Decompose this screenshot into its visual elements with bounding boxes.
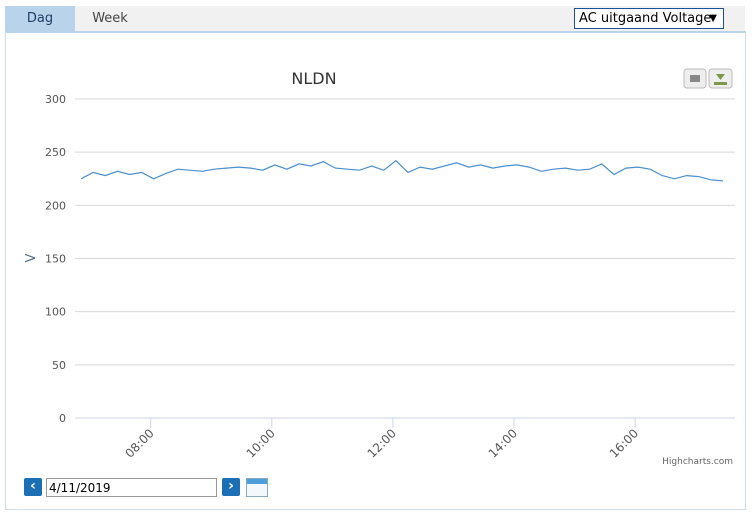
- calendar-button[interactable]: [246, 478, 268, 497]
- x-tick-label: 16:00: [607, 426, 641, 460]
- x-tick-label: 12:00: [365, 426, 399, 460]
- date-input[interactable]: 4/11/2019: [46, 478, 217, 497]
- next-button[interactable]: ›: [222, 478, 240, 496]
- y-tick-label: 200: [45, 199, 66, 212]
- y-tick-label: 50: [52, 359, 66, 372]
- chart-title: NLDN: [291, 69, 336, 88]
- y-axis-label: V: [24, 253, 39, 262]
- prev-button[interactable]: ‹: [24, 478, 42, 496]
- dropdown[interactable]: AC uitgaand Voltage ▼: [574, 8, 724, 29]
- x-tick-label: 10:00: [244, 426, 278, 460]
- y-tick-label: 300: [45, 93, 66, 106]
- y-tick-label: 0: [59, 412, 66, 425]
- print-icon: [690, 75, 700, 82]
- y-tick-label: 250: [45, 146, 66, 159]
- dropdown-text: AC uitgaand Voltage: [579, 11, 712, 26]
- y-tick-label: 100: [45, 306, 66, 319]
- x-tick-label: 14:00: [486, 426, 520, 460]
- tab[interactable]: Dag: [5, 6, 75, 31]
- tab[interactable]: Week: [92, 11, 128, 26]
- download-icon: [714, 74, 727, 85]
- panel: [5, 31, 746, 510]
- x-tick-label: 08:00: [122, 426, 156, 460]
- dropdown-arrow: ▼: [709, 13, 717, 24]
- data-line: [80, 159, 723, 182]
- credits[interactable]: Highcharts.com: [662, 457, 733, 467]
- y-tick-label: 150: [45, 253, 66, 266]
